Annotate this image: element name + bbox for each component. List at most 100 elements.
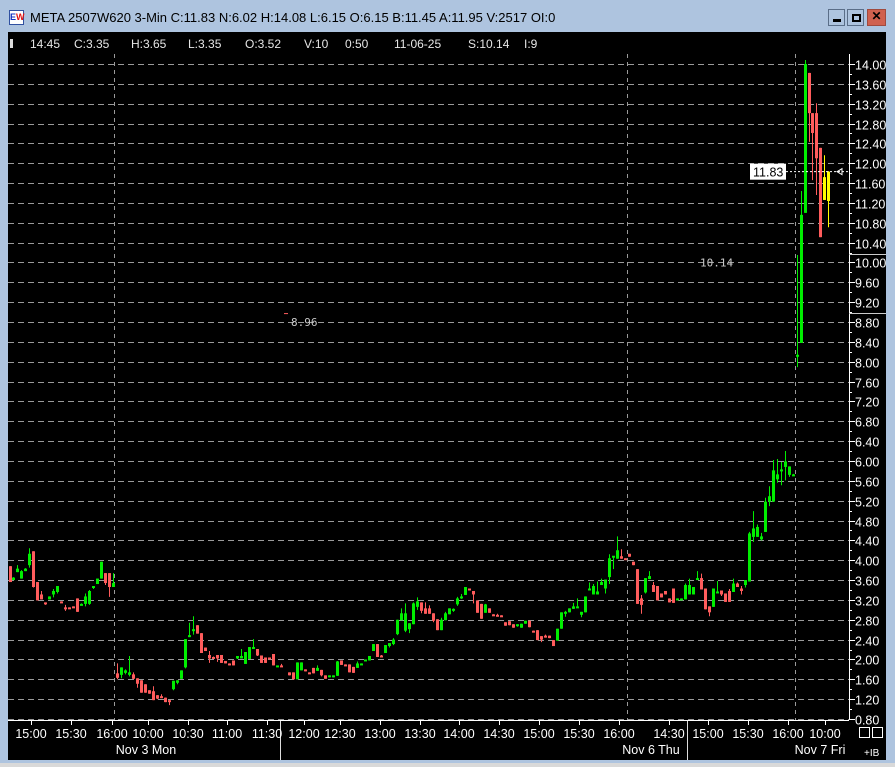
- time-label: 10:30: [172, 727, 203, 741]
- candle-body: [608, 558, 611, 578]
- time-label: 15:30: [563, 727, 594, 741]
- price-label: 9.60: [855, 277, 879, 291]
- price-label: 6.80: [855, 416, 879, 430]
- candle: [752, 511, 755, 542]
- candle-body: [636, 569, 639, 604]
- candle-body: [244, 652, 247, 664]
- candle-body: [328, 675, 331, 678]
- candle-body: [24, 568, 27, 572]
- candle: [592, 584, 595, 595]
- candle: [468, 588, 471, 591]
- time-label: 15:30: [55, 727, 86, 741]
- candle-body: [444, 613, 447, 621]
- price-annotation: 8.96: [291, 316, 318, 329]
- current-price-arrow-icon: [836, 167, 843, 176]
- candle-body: [823, 177, 826, 200]
- time-label: 15:00: [15, 727, 46, 741]
- candle-body: [288, 672, 291, 676]
- candle-body: [400, 613, 403, 621]
- date-label: Nov 7 Fri: [795, 743, 846, 757]
- candle-body: [232, 660, 235, 666]
- annotation-marker: [284, 313, 288, 315]
- candle: [372, 644, 375, 652]
- candle: [492, 614, 495, 617]
- candle: [512, 624, 515, 628]
- date-label: Nov 3 Mon: [116, 743, 176, 757]
- candle: [288, 672, 291, 676]
- price-label: 8.80: [855, 317, 879, 331]
- candle: [716, 581, 719, 594]
- candle-body: [124, 670, 127, 673]
- candle-body: [240, 655, 243, 659]
- time-label: 14:00: [443, 727, 474, 741]
- candle: [520, 623, 523, 628]
- candle-body: [396, 619, 399, 635]
- candle: [208, 651, 211, 663]
- maximize-button[interactable]: [847, 9, 864, 26]
- candle: [144, 684, 147, 693]
- info-elapsed: 0:50: [345, 37, 369, 51]
- candle-body: [524, 620, 527, 624]
- candle: [636, 569, 639, 604]
- ib-toggle-button[interactable]: +IB: [864, 748, 880, 759]
- candle: [112, 573, 115, 588]
- candle: [560, 612, 563, 629]
- candle-body: [640, 598, 643, 605]
- candle: [664, 590, 667, 595]
- candle: [100, 561, 103, 579]
- price-chart[interactable]: 14:45 C:3.35 H:3.65 L:3.35 O:3.52 V:10 0…: [8, 32, 886, 760]
- candle: [408, 623, 411, 634]
- candle-body: [788, 466, 791, 475]
- candle: [452, 608, 455, 612]
- title-bar[interactable]: EW META 2507W620 3-Min C:11.83 N:6.02 H:…: [0, 0, 895, 32]
- candle: [815, 103, 818, 195]
- candle: [340, 660, 343, 665]
- candle: [656, 586, 659, 601]
- candle-body: [16, 568, 19, 573]
- price-label: 8.00: [855, 357, 879, 371]
- candle: [380, 654, 383, 658]
- candle-body: [252, 647, 255, 650]
- candle: [424, 602, 427, 614]
- candle: [348, 664, 351, 673]
- candle: [780, 461, 783, 486]
- layout-toggle-button[interactable]: [872, 727, 883, 738]
- candle: [108, 573, 111, 597]
- candle-body: [827, 171, 830, 201]
- candle: [676, 598, 679, 601]
- layout-toggle-button[interactable]: [859, 727, 870, 738]
- candle-body: [712, 588, 715, 607]
- candle-body: [528, 620, 531, 628]
- candle-body: [312, 667, 315, 674]
- candle: [392, 638, 395, 646]
- candle: [588, 582, 591, 591]
- candle: [396, 619, 399, 636]
- price-label: 12.80: [855, 119, 886, 133]
- candle: [148, 690, 151, 694]
- candle-body: [748, 533, 751, 582]
- candle: [416, 597, 419, 610]
- time-label: 16:00: [603, 727, 634, 741]
- candle: [260, 655, 263, 663]
- candle-body: [264, 657, 267, 663]
- time-label: 14:30: [483, 727, 514, 741]
- candle: [784, 451, 787, 481]
- candle-body: [508, 621, 511, 626]
- candle-body: [504, 622, 507, 626]
- minimize-button[interactable]: [828, 9, 845, 26]
- candle-body: [44, 602, 47, 605]
- price-label: 12.00: [855, 158, 886, 172]
- candle-body: [700, 578, 703, 590]
- candle: [704, 588, 707, 610]
- close-button[interactable]: ✕: [867, 9, 886, 26]
- candle: [768, 486, 771, 507]
- candle-body: [116, 673, 119, 678]
- candle: [216, 654, 219, 662]
- candle-body: [112, 583, 115, 588]
- price-label: 6.00: [855, 456, 879, 470]
- candle: [448, 608, 451, 615]
- candle-body: [36, 582, 39, 601]
- candle: [240, 649, 243, 659]
- price-label: 10.00: [855, 257, 886, 271]
- candlestick-plot[interactable]: 14.00 13.60 13.20 12.80 12.40 12.00 11.60 11.20…: [8, 32, 886, 760]
